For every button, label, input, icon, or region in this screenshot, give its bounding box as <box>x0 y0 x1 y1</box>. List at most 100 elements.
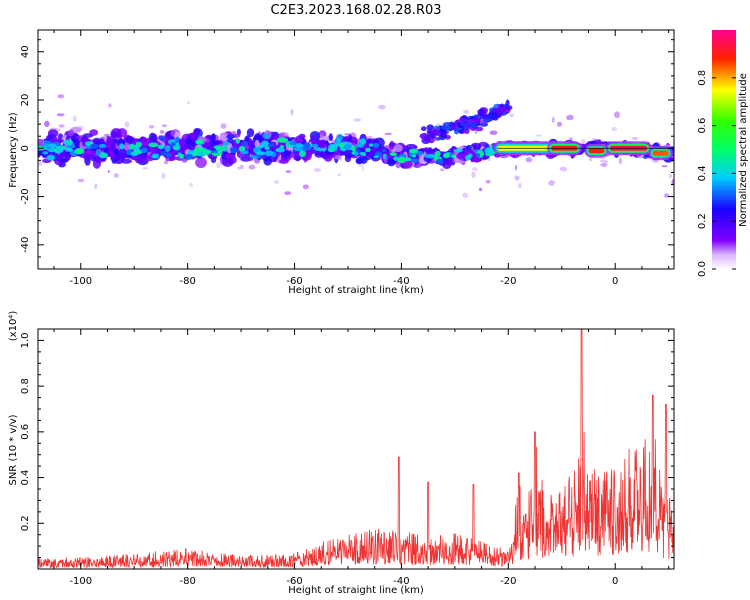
spectral-blob <box>224 153 236 159</box>
x-tick-label: -60 <box>286 276 302 287</box>
noise-blob <box>618 157 623 165</box>
spectral-peak <box>45 146 52 151</box>
snr-panel: -100 -80 -60 -40 -20 0 0.2 0.4 0.6 0.8 1.0 Height … <box>8 311 675 596</box>
noise-blob <box>103 133 111 137</box>
spectral-blob <box>310 135 316 145</box>
spectrogram-y-label: Frequency (Hz) <box>8 112 19 188</box>
branch-blob <box>432 128 439 135</box>
spectral-peak <box>119 143 125 150</box>
snr-ticks: -100 -80 -60 -40 -20 0 0.2 0.4 0.6 0.8 1.0 <box>20 329 674 587</box>
noise-blob <box>668 173 673 179</box>
spectral-peak <box>222 141 230 146</box>
strong-core <box>588 148 605 154</box>
spectrogram-frame <box>37 29 675 270</box>
noise-blob <box>559 166 568 172</box>
noise-blob <box>509 113 514 118</box>
spectral-peak <box>151 154 159 159</box>
spectrogram-marks <box>38 94 674 199</box>
noise-blob <box>485 179 491 184</box>
spectral-peak <box>328 143 338 150</box>
noise-blob <box>474 130 478 134</box>
colorbar-ticks: 0.0 0.2 0.4 0.6 0.8 <box>697 70 736 277</box>
spectral-peak <box>409 149 418 154</box>
spectral-peak <box>311 144 319 148</box>
noise-blob <box>94 183 98 190</box>
spectral-peak <box>140 147 148 154</box>
branch-blob <box>449 124 457 128</box>
branch-blob <box>477 108 487 115</box>
spectral-peak <box>249 155 260 159</box>
noise-blob <box>600 162 608 167</box>
snr-scale-label: (x10⁴) <box>8 311 19 342</box>
spectral-peak <box>178 153 184 159</box>
spectral-blob <box>60 151 69 158</box>
noise-blob <box>557 121 562 127</box>
y-tick-label: 0 <box>20 145 31 151</box>
spectral-peak <box>238 145 246 152</box>
spectral-blob <box>423 147 430 152</box>
spectral-peak <box>217 149 223 156</box>
noise-blob <box>313 168 322 172</box>
branch-blob <box>464 128 470 135</box>
spectral-peak <box>241 150 249 155</box>
x-tick-label: -80 <box>179 576 195 587</box>
noise-blob <box>57 94 65 99</box>
spectral-peak <box>373 142 380 148</box>
noise-blob <box>611 126 618 132</box>
spectral-blob <box>113 148 120 156</box>
noise-blob <box>384 132 392 136</box>
spectral-peak <box>157 144 165 150</box>
branch-blob <box>498 106 507 113</box>
noise-blob <box>518 182 522 189</box>
y-tick-label: 0.2 <box>20 515 31 531</box>
x-tick-label: -40 <box>393 576 409 587</box>
spectral-peak <box>382 153 387 159</box>
spectral-blob <box>95 156 102 164</box>
spectral-peak <box>475 153 481 158</box>
y-tick-label: 1.0 <box>20 332 31 348</box>
noise-blob <box>107 170 110 173</box>
spectral-peak <box>85 141 93 146</box>
spectral-blob <box>113 155 124 165</box>
spectral-peak <box>184 153 193 160</box>
spectral-blob <box>298 133 306 139</box>
spectral-peak <box>381 149 387 153</box>
branch-blob <box>458 129 464 134</box>
branch-blob <box>483 118 491 123</box>
spectrogram-x-label: Height of straight line (km) <box>288 285 424 296</box>
spectral-peak <box>201 149 212 155</box>
noise-blob <box>148 125 155 129</box>
spectral-peak <box>487 149 494 156</box>
noise-blob <box>284 191 292 196</box>
spectral-peak <box>42 151 49 155</box>
noise-blob <box>515 164 517 171</box>
noise-blob <box>216 162 222 169</box>
spectrogram-ticks: -100 -80 -60 -40 -20 0 -40 -20 0 20 40 <box>20 30 674 287</box>
noise-blob <box>302 184 309 190</box>
spectral-blob <box>278 158 289 164</box>
x-tick-label: -100 <box>69 576 92 587</box>
noise-blob <box>353 118 362 122</box>
spectral-blob <box>359 155 368 164</box>
colorbar-tick-label: 0.0 <box>697 261 708 277</box>
spectral-peak <box>336 137 341 144</box>
spectral-peak <box>442 153 450 159</box>
spectral-blob <box>222 157 234 167</box>
spectral-peak <box>316 148 327 152</box>
spectral-peak <box>359 152 367 156</box>
spectral-peak <box>276 137 286 143</box>
noise-blob <box>44 120 50 128</box>
noise-blob <box>535 134 543 137</box>
spectral-blob <box>148 132 157 144</box>
spectral-blob <box>130 155 142 161</box>
snr-x-label: Height of straight line (km) <box>288 585 424 596</box>
spectral-peak <box>98 152 108 159</box>
noise-blob <box>462 192 469 199</box>
spectral-peak <box>48 143 57 149</box>
spectral-peak <box>46 154 55 161</box>
spectral-peak <box>148 142 159 148</box>
y-tick-label: -40 <box>20 237 31 253</box>
spectral-blob <box>158 135 166 141</box>
noise-blob <box>632 136 638 141</box>
